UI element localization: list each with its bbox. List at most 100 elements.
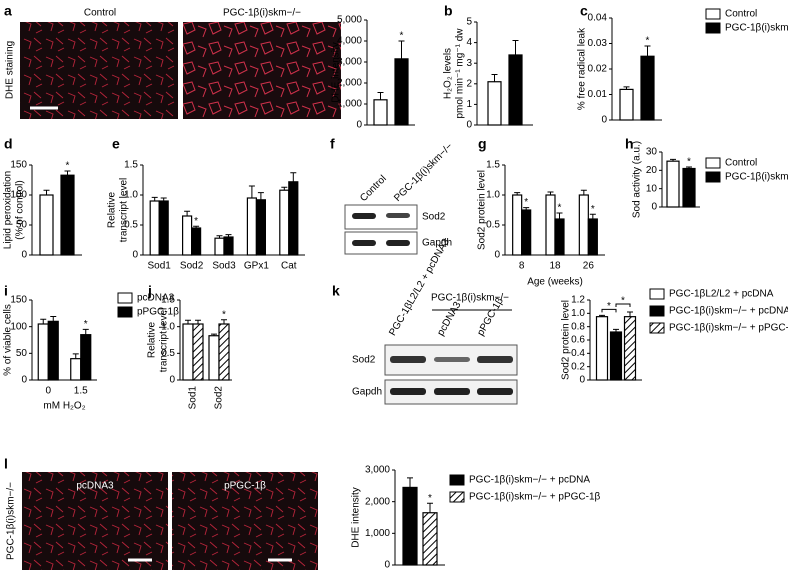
band — [390, 356, 426, 363]
y-tick-label: 0 — [356, 120, 362, 131]
y-axis-label: Relative — [147, 322, 158, 359]
band-label: Gapdh — [422, 238, 452, 249]
error-bar — [627, 311, 633, 317]
bar — [218, 323, 230, 381]
significance: * — [591, 204, 595, 215]
bar — [373, 99, 388, 126]
bar — [578, 194, 589, 256]
bar — [70, 358, 82, 381]
error-bar — [72, 353, 79, 359]
y-tick-label: 0.6 — [571, 335, 585, 346]
y-tick-label: 0.8 — [571, 321, 585, 332]
y-axis-label: DHE intensity — [331, 42, 342, 103]
panel-letter: h — [625, 136, 634, 152]
y-tick-label: 0.01 — [588, 89, 608, 100]
y-tick-label: 2,000 — [337, 78, 362, 89]
error-bar — [644, 45, 651, 57]
y-tick-label: 50 — [16, 220, 28, 231]
bar — [191, 227, 202, 256]
panel-letter: d — [4, 136, 13, 152]
error-bar — [193, 225, 200, 228]
band — [477, 356, 513, 363]
y-axis-label: transcript level — [159, 308, 170, 372]
y-tick-label: 0 — [169, 375, 175, 386]
y-tick-label: 3,000 — [365, 465, 390, 476]
y-tick-label: 0 — [601, 115, 607, 126]
y-tick-label: 0.5 — [124, 220, 138, 231]
error-bar — [556, 212, 563, 219]
bar — [39, 194, 54, 256]
y-tick-label: 1,000 — [365, 528, 390, 539]
error-bar — [82, 328, 89, 335]
bar — [545, 194, 556, 256]
y-tick-label: 0 — [466, 120, 472, 131]
significance: * — [607, 301, 611, 312]
y-tick-label: 0 — [384, 560, 390, 571]
y-tick-label: 100 — [10, 321, 27, 332]
legend-swatch — [117, 292, 133, 304]
error-bar — [514, 192, 521, 195]
significance: * — [84, 319, 88, 330]
bar — [182, 323, 194, 381]
y-axis-label: Sod2 protein level — [477, 170, 488, 250]
y-axis-label: % of viable cells — [3, 304, 14, 376]
error-bar — [225, 234, 232, 237]
band-label: Gapdh — [352, 387, 382, 398]
y-tick-label: 5,000 — [337, 15, 362, 26]
y-tick-label: 1.5 — [124, 160, 138, 171]
error-bar — [491, 74, 498, 82]
error-bar — [623, 86, 630, 90]
y-tick-label: 1.0 — [161, 321, 175, 332]
band-label: Sod2 — [352, 355, 376, 366]
error-bar — [377, 91, 384, 100]
y-axis-label: Relative — [107, 192, 118, 229]
bar — [47, 320, 59, 381]
bar — [255, 199, 266, 256]
y-tick-label: 0 — [579, 375, 585, 386]
bar — [487, 81, 502, 126]
error-bar — [50, 316, 57, 322]
error-bar — [580, 189, 587, 195]
bar — [508, 54, 523, 126]
band-label: Sod2 — [422, 212, 446, 223]
bar — [192, 323, 204, 381]
x-tick-label: GPx1 — [244, 261, 269, 272]
y-tick-label: 0.2 — [571, 361, 585, 372]
error-bar — [281, 186, 288, 191]
significance: * — [524, 197, 528, 208]
significance: * — [66, 161, 70, 172]
error-bar — [195, 319, 201, 324]
group-label: PGC-1β(i)skm−/− — [431, 293, 509, 304]
bar — [402, 486, 418, 566]
band — [390, 388, 426, 395]
y-tick-label: 2,000 — [365, 496, 390, 507]
legend-swatch — [705, 171, 721, 183]
y-tick-label: 1,000 — [337, 99, 362, 110]
error-bar — [613, 328, 619, 332]
y-tick-label: 0 — [494, 250, 500, 261]
error-bar — [221, 319, 227, 324]
panel-letter: c — [580, 3, 588, 19]
y-axis-label: Sod2 protein level — [561, 300, 572, 380]
panel-letter: i — [4, 283, 8, 299]
bar — [214, 237, 225, 256]
bar — [554, 218, 565, 256]
bar — [666, 160, 680, 208]
bar — [595, 316, 609, 381]
y-tick-label: 0.03 — [588, 38, 608, 49]
bar — [149, 200, 160, 256]
y-tick-label: 10 — [646, 183, 658, 194]
y-axis-label: (% of control) — [15, 180, 26, 239]
legend-label: Control — [725, 158, 757, 169]
legend-swatch — [705, 8, 721, 20]
error-bar — [686, 166, 692, 169]
error-bar — [216, 235, 223, 239]
error-bar — [670, 158, 676, 162]
panel-letter: b — [444, 3, 453, 19]
micrograph — [172, 472, 318, 570]
bar — [422, 512, 438, 566]
band — [386, 213, 410, 218]
legend-label: PGC-1β(i)skm−/− — [725, 172, 788, 183]
legend-label: pPGC-1β — [137, 307, 179, 318]
legend-swatch — [649, 322, 665, 334]
